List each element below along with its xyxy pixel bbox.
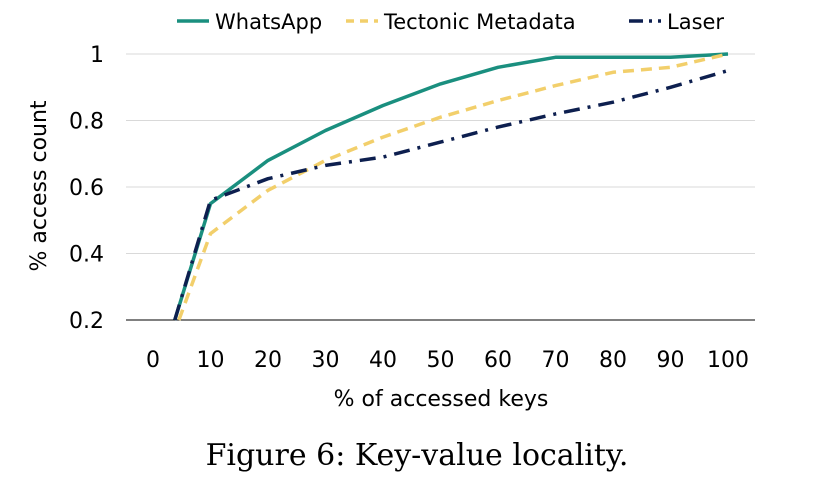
y-tick-label: 0.2 <box>69 309 104 334</box>
legend-label: Laser <box>667 10 724 34</box>
series-line-tectonic-metadata <box>177 52 729 321</box>
x-tick-labels: 0 10 20 30 40 50 60 70 80 90 100 <box>146 348 749 373</box>
series-line-whatsapp <box>173 52 729 321</box>
y-tick-label: 1 <box>90 43 104 68</box>
y-tick-label: 0.4 <box>69 243 104 268</box>
x-axis-title: % of accessed keys <box>334 387 549 412</box>
legend-label: WhatsApp <box>215 10 322 34</box>
gridlines <box>126 53 755 321</box>
series-lines <box>173 52 729 321</box>
x-tick-label: 20 <box>254 348 282 373</box>
x-tick-label: 10 <box>197 348 225 373</box>
x-tick-label: 90 <box>657 348 685 373</box>
x-tick-label: 100 <box>707 348 749 373</box>
y-tick-labels: 0.2 0.4 0.6 0.8 1 <box>69 43 104 334</box>
x-tick-label: 70 <box>542 348 570 373</box>
legend-label: Tectonic Metadata <box>383 10 576 34</box>
legend: WhatsApp Tectonic Metadata Laser <box>177 10 724 34</box>
x-tick-label: 40 <box>369 348 397 373</box>
figure-caption: Figure 6: Key-value locality. <box>205 438 629 473</box>
y-tick-label: 0.8 <box>69 110 104 135</box>
series-line-laser <box>173 68 729 321</box>
y-axis-title: % access count <box>27 100 52 271</box>
line-chart: 0.2 0.4 0.6 0.8 1 0 10 20 30 40 50 60 70 80 90 100 % o… <box>27 10 755 412</box>
x-tick-label: 0 <box>146 348 160 373</box>
y-tick-label: 0.6 <box>69 176 104 201</box>
x-tick-label: 30 <box>312 348 340 373</box>
x-tick-label: 50 <box>427 348 455 373</box>
x-tick-label: 80 <box>599 348 627 373</box>
x-tick-label: 60 <box>484 348 512 373</box>
